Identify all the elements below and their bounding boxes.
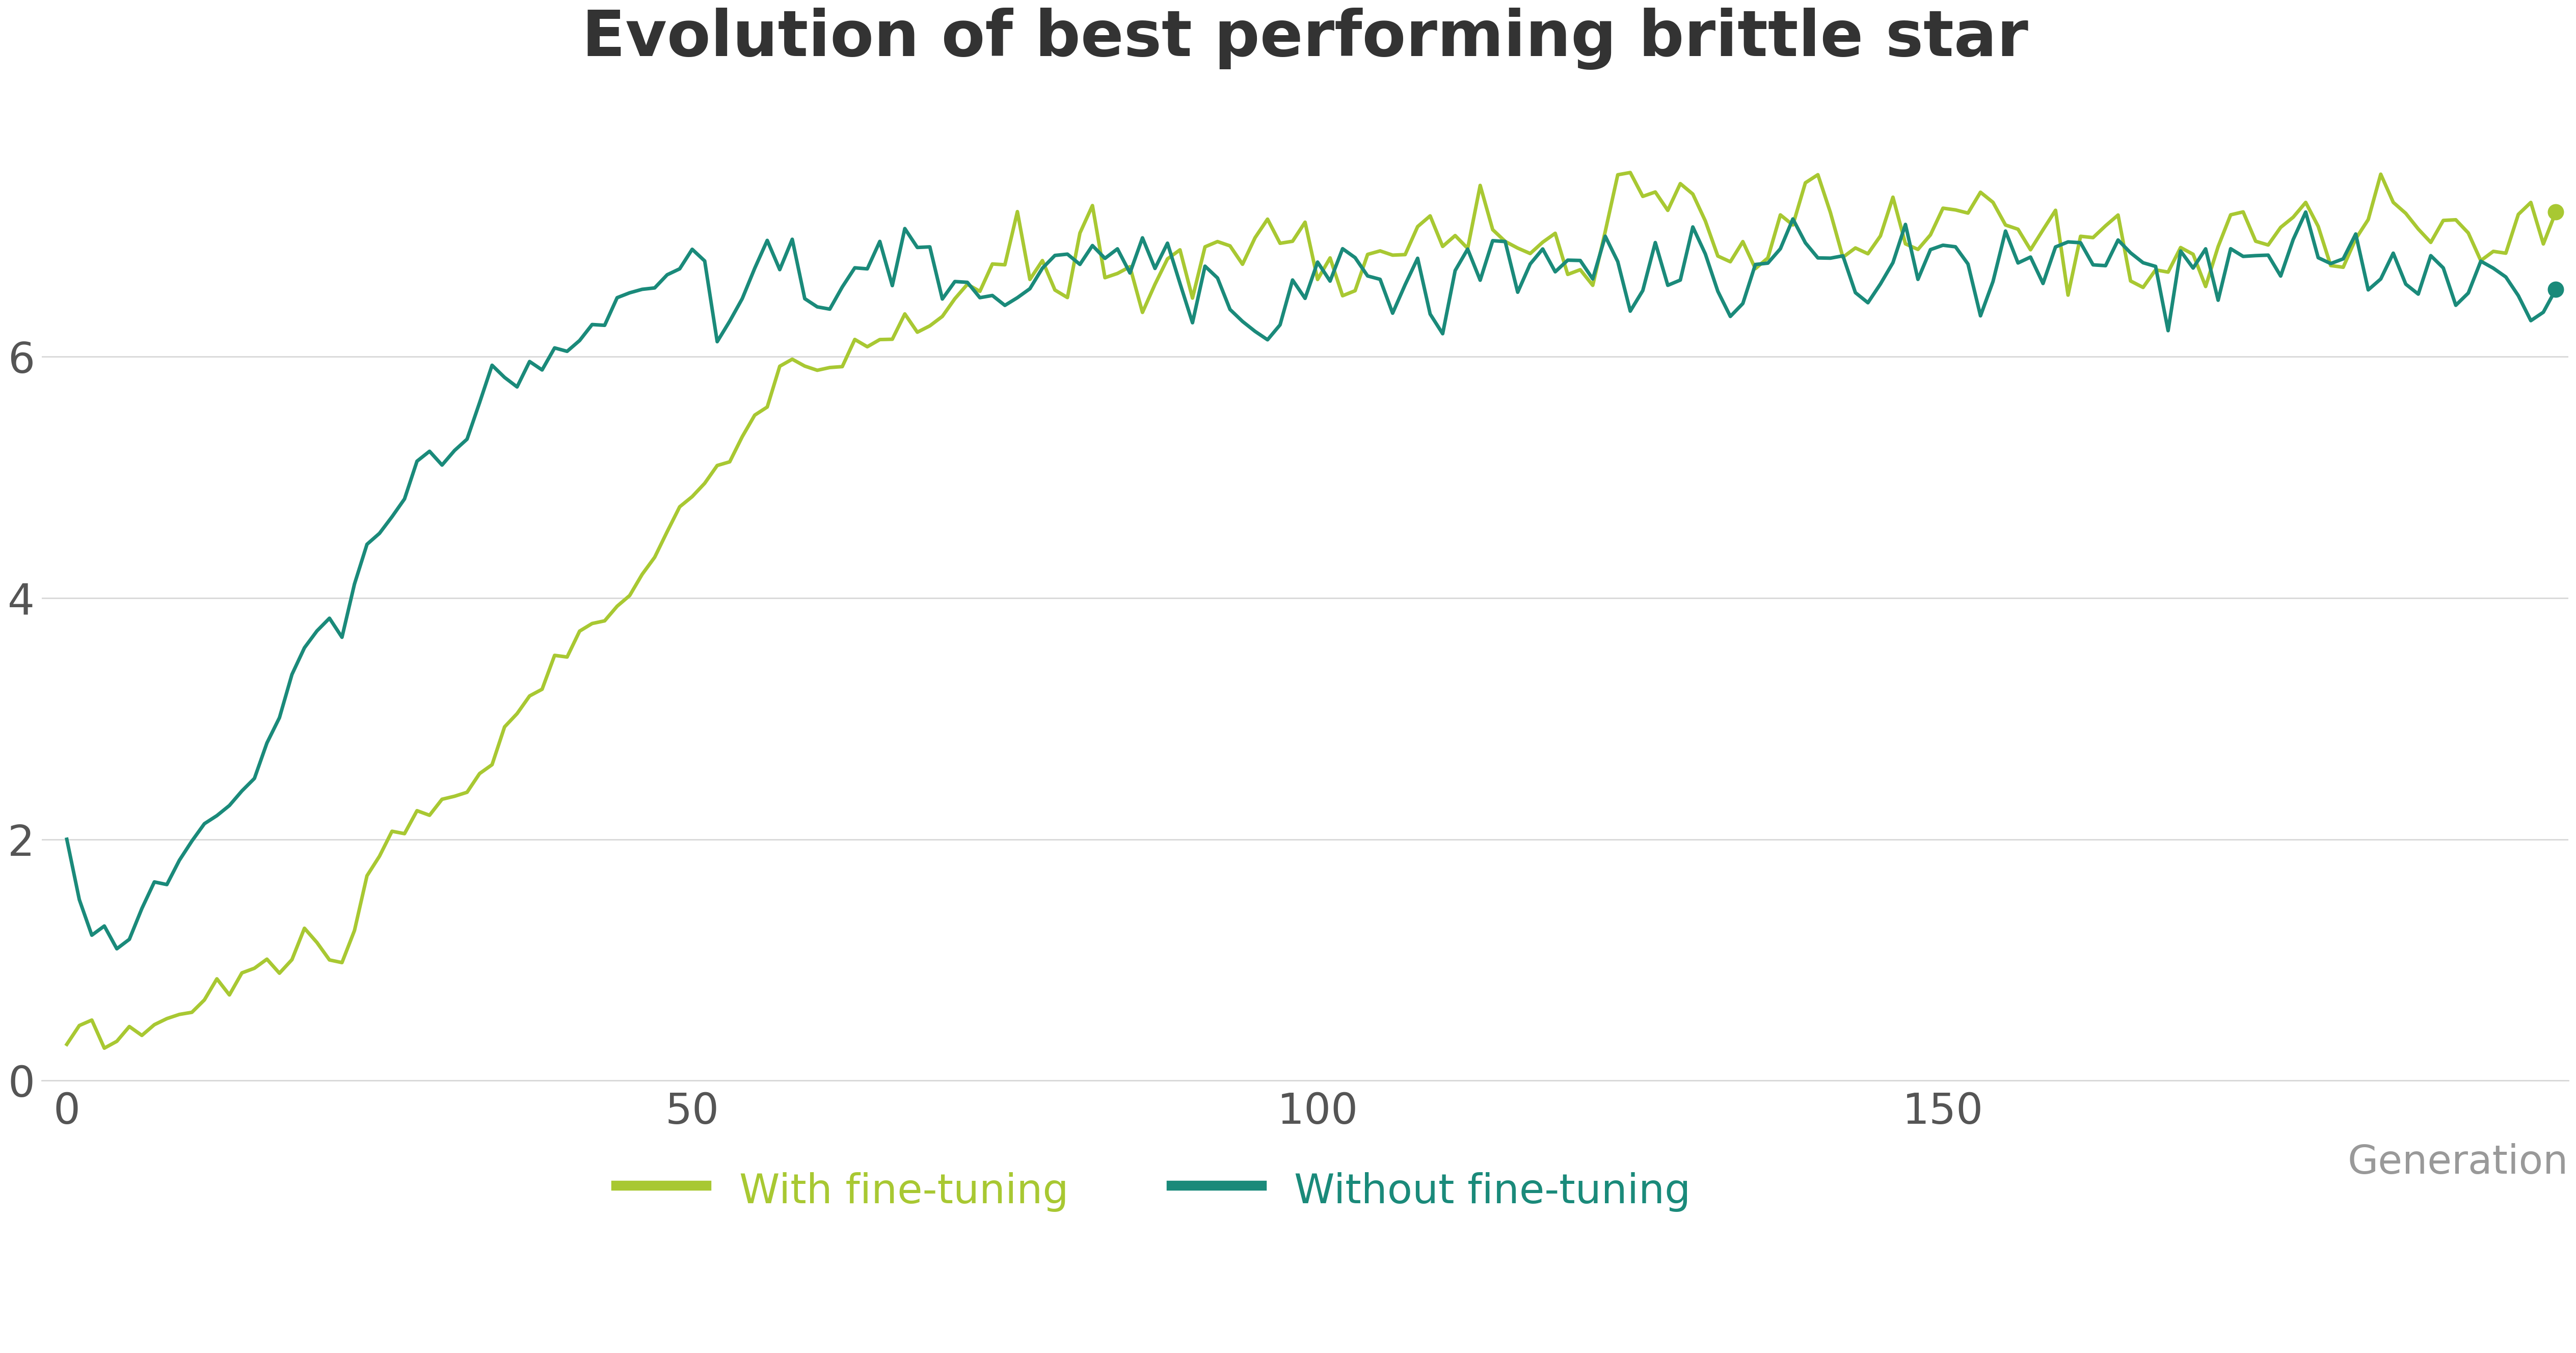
Without fine-tuning [2439, 298, 2470, 314]
With fine-tuning [726, 429, 757, 445]
With fine-tuning [1615, 165, 1646, 181]
Without fine-tuning [2540, 281, 2571, 298]
Line: Without fine-tuning: Without fine-tuning [67, 212, 2555, 948]
Line: With fine-tuning: With fine-tuning [67, 173, 2555, 1049]
With fine-tuning [214, 986, 245, 1003]
With fine-tuning [165, 1007, 196, 1023]
Without fine-tuning [726, 291, 757, 307]
Without fine-tuning [52, 831, 82, 847]
Legend: With fine-tuning, Without fine-tuning: With fine-tuning, Without fine-tuning [600, 1151, 1708, 1229]
With fine-tuning [2352, 211, 2383, 227]
Title: Evolution of best performing brittle star: Evolution of best performing brittle sta… [582, 8, 2027, 70]
Without fine-tuning [214, 797, 245, 813]
Without fine-tuning [165, 852, 196, 869]
With fine-tuning [52, 1036, 82, 1053]
With fine-tuning [88, 1040, 118, 1057]
With fine-tuning [2540, 204, 2571, 221]
Without fine-tuning [100, 940, 131, 957]
With fine-tuning [526, 681, 556, 697]
Without fine-tuning [2290, 204, 2321, 221]
Without fine-tuning [2352, 281, 2383, 298]
With fine-tuning [2439, 211, 2470, 227]
Without fine-tuning [526, 361, 556, 377]
X-axis label: Generation: Generation [2347, 1143, 2568, 1181]
